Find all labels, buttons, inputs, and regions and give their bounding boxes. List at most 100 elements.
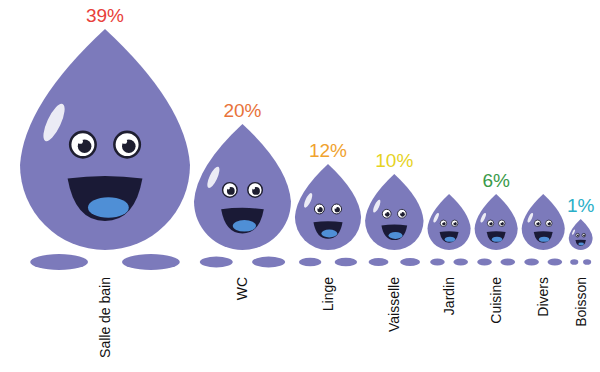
- drop-eye: [382, 209, 391, 218]
- drop-pupil: [500, 222, 503, 225]
- drop-figure: [194, 124, 291, 267]
- drop-foot: [335, 258, 357, 267]
- drop-pupil: [442, 222, 445, 225]
- value-label: 39%: [86, 5, 124, 26]
- drop-tongue: [321, 229, 337, 237]
- drop: [475, 194, 518, 250]
- drop-tongue: [88, 197, 129, 217]
- drop-eye: [248, 183, 263, 198]
- drop-pupil: [548, 222, 551, 225]
- drop-eye: [332, 204, 342, 214]
- drop: [295, 164, 361, 250]
- drop-eye-shine: [252, 187, 255, 190]
- drop-tongue: [539, 237, 549, 242]
- drop-highlight: [432, 212, 439, 223]
- drop-eye: [114, 132, 140, 158]
- drop-highlight: [479, 212, 486, 223]
- category-label: Divers: [535, 277, 551, 317]
- drop-mouth: [487, 231, 506, 242]
- drop-mouth: [221, 208, 264, 234]
- drop-foot: [570, 259, 578, 265]
- drop-eye-shine: [335, 207, 337, 209]
- drop-foot: [299, 258, 321, 267]
- drop-eye: [223, 183, 238, 198]
- drop-pupil: [78, 140, 92, 154]
- drop-eye: [70, 132, 96, 158]
- drop-eye-shine: [442, 222, 443, 223]
- drop-eye: [534, 220, 540, 226]
- drop-figure: [295, 164, 361, 266]
- drop-figure: [20, 29, 190, 270]
- drop-foot: [430, 258, 445, 265]
- drop-eye-shine: [122, 139, 127, 144]
- drop-mouth: [381, 225, 407, 240]
- drop-eye: [398, 209, 407, 218]
- drop-eye-shine: [536, 222, 537, 223]
- drop-mouth: [575, 240, 585, 246]
- category-label: Linge: [320, 277, 336, 311]
- chart: 39%Salle de bain20%WC12%Linge10%Vaissell…: [0, 0, 600, 372]
- drop-pupil: [536, 222, 539, 225]
- drop-foot: [453, 258, 468, 265]
- drop-figure: [522, 194, 565, 266]
- drop-mouth: [68, 176, 143, 221]
- drop-highlight: [205, 165, 222, 189]
- drop-eye: [499, 220, 505, 226]
- category-label: WC: [234, 277, 250, 300]
- drop-foot: [369, 258, 389, 266]
- drop-pupil: [583, 235, 585, 237]
- drop-highlight: [39, 101, 69, 144]
- drop-tongue: [578, 243, 584, 246]
- drop-eye-shine: [489, 222, 490, 223]
- drop: [428, 194, 471, 250]
- category-label: Jardin: [441, 277, 457, 315]
- drop-foot: [252, 257, 285, 268]
- drop-eye-shine: [317, 207, 319, 209]
- drop: [569, 219, 593, 250]
- drop-tongue: [388, 232, 402, 239]
- drop-eye: [546, 220, 552, 226]
- drop-foot: [524, 258, 539, 265]
- drop-foot: [122, 254, 180, 270]
- drop-pupil: [335, 207, 340, 212]
- drop-pupil: [489, 222, 492, 225]
- drop-pupil: [252, 187, 260, 195]
- drop-foot: [477, 258, 492, 265]
- drop-figure: [475, 194, 518, 266]
- category-label: Vaisselle: [386, 277, 402, 332]
- drops: [20, 29, 593, 270]
- drop-pupil: [227, 187, 235, 195]
- drop-figure: [428, 194, 471, 266]
- drop-pupil: [577, 235, 579, 237]
- drop-foot: [548, 258, 563, 265]
- drop-pupil: [317, 207, 322, 212]
- drop-foot: [583, 259, 591, 265]
- drop-eye: [314, 204, 324, 214]
- category-label: Cuisine: [488, 277, 504, 324]
- drop-pupil: [453, 222, 456, 225]
- drop-tongue: [445, 237, 455, 242]
- drop-eye: [582, 233, 586, 237]
- drop-figure: [569, 219, 593, 265]
- drop-mouth: [440, 231, 459, 242]
- drop-eye-shine: [385, 212, 387, 214]
- drop-eye: [487, 220, 493, 226]
- drop-highlight: [571, 229, 575, 235]
- drop-eye-shine: [576, 234, 578, 236]
- drop-eye-shine: [227, 187, 230, 190]
- drop-eye-shine: [453, 222, 454, 223]
- drop-pupil: [400, 212, 405, 217]
- drop-eye-shine: [78, 139, 83, 144]
- drop: [194, 124, 291, 250]
- drop-mouth: [534, 231, 553, 242]
- value-label: 10%: [375, 150, 413, 171]
- drop-foot: [500, 258, 515, 265]
- drop-highlight: [527, 212, 534, 223]
- drop: [522, 194, 565, 250]
- drop-eye: [451, 220, 457, 226]
- drop: [20, 29, 190, 250]
- value-label: 20%: [223, 100, 261, 121]
- drop-highlight: [372, 199, 382, 214]
- drop-foot: [200, 257, 233, 268]
- value-label: 6%: [482, 170, 510, 191]
